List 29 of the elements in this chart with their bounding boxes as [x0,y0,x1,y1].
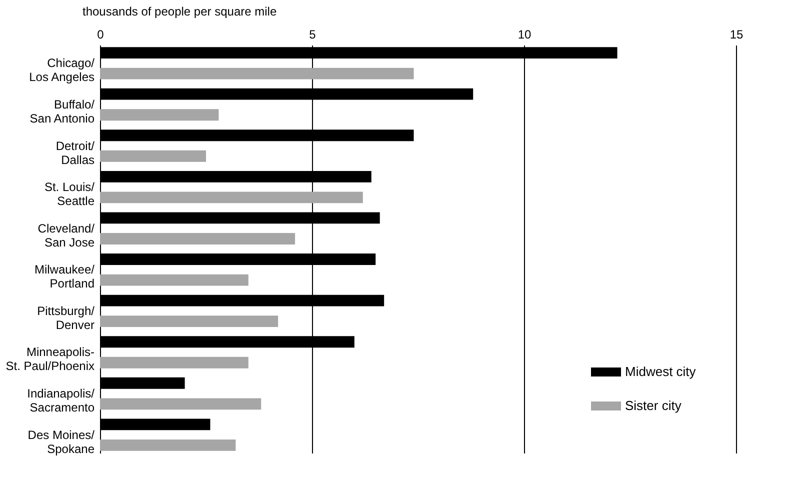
legend-label: Sister city [625,398,682,413]
y-tick-label: Detroit/ Dallas [56,138,96,167]
y-tick-label: Cleveland/ San Jose [38,221,96,250]
bar [100,356,248,368]
bar [100,150,206,162]
y-tick-label: Des Moines/ Spokane [28,428,96,456]
legend-label: Midwest city [625,364,696,379]
x-tick-label: 15 [730,28,744,42]
bar [100,440,236,451]
x-tick-label: 5 [309,28,316,42]
y-tick-label: Minneapolis- St. Paul/Phoenix [6,345,94,374]
y-tick-label: Indianapolis/ Sacramento [27,386,96,415]
x-axis-title: thousands of people per square mile [82,4,277,18]
y-tick-label: Milwaukee/ Portland [34,262,96,291]
bar [100,398,262,410]
y-tick-label: St. Louis/ Seattle [44,180,96,208]
y-tick-label: Pittsburgh/ Denver [37,304,96,332]
bar [100,377,185,389]
bar [100,233,296,244]
bar [100,274,248,286]
bar [100,418,210,430]
y-tick-label: Chicago/ Los Angeles [29,56,96,84]
y-tick-label: Buffalo/ San Antonio [30,97,96,126]
x-tick-label: 0 [97,28,104,42]
bar [100,316,278,328]
bar [100,68,414,80]
x-tick-label: 10 [518,28,532,42]
bar [100,192,363,204]
bar [100,109,219,121]
